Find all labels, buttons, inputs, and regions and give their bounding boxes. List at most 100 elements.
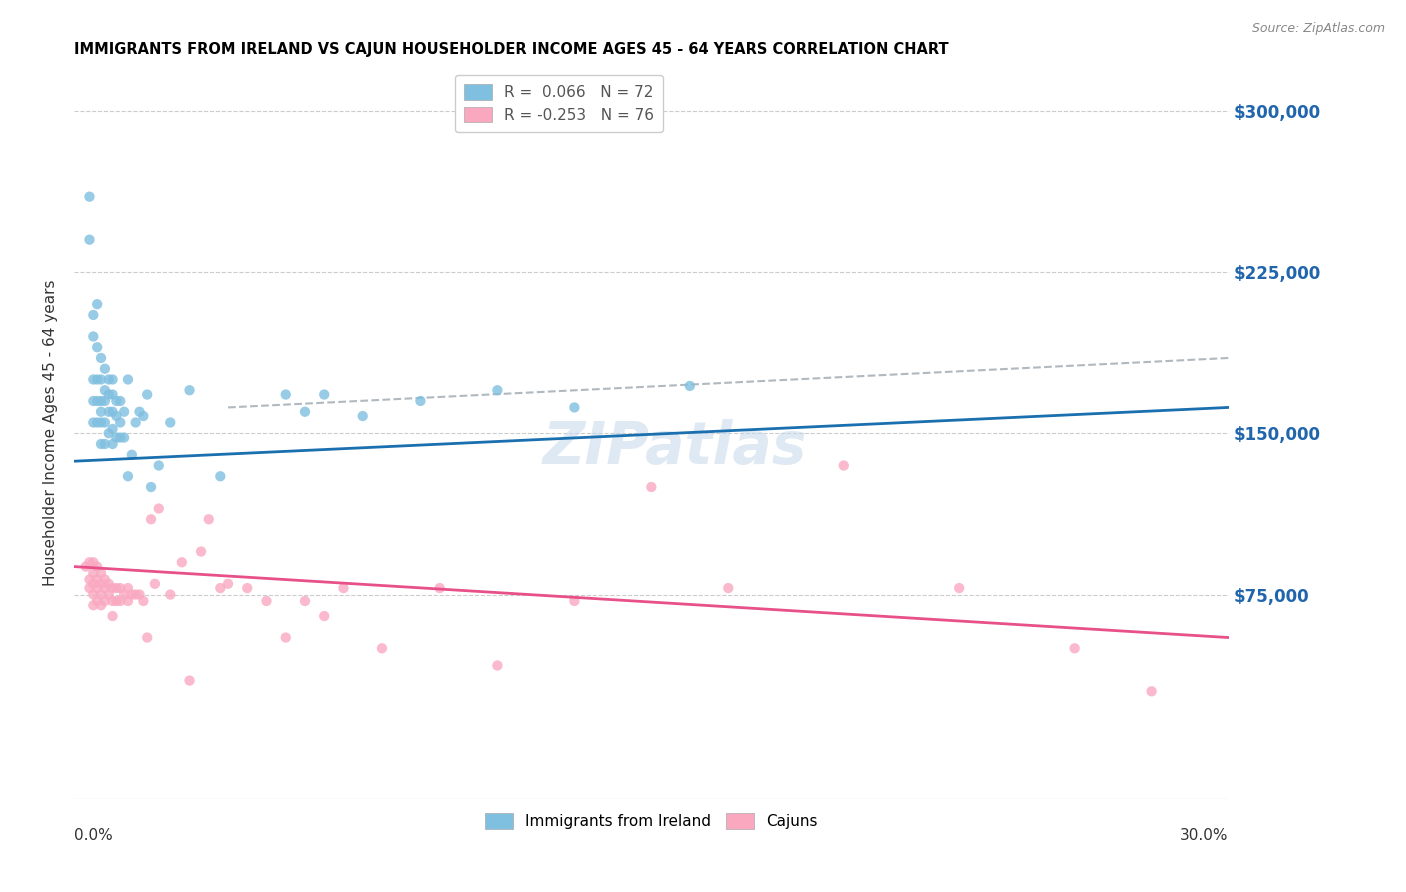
Text: 30.0%: 30.0%	[1180, 828, 1229, 843]
Point	[110, 394, 132, 409]
Point	[82, 416, 104, 430]
Text: ZIPatlas: ZIPatlas	[543, 419, 807, 476]
Point	[82, 555, 104, 569]
Point	[124, 416, 146, 430]
Point	[352, 409, 374, 423]
Point	[170, 555, 193, 569]
Point	[90, 394, 112, 409]
Point	[97, 405, 120, 419]
Point	[75, 559, 97, 574]
Point	[101, 405, 124, 419]
Point	[90, 566, 112, 580]
Point	[105, 394, 128, 409]
Point	[179, 673, 201, 688]
Point	[101, 581, 124, 595]
Point	[105, 594, 128, 608]
Point	[101, 437, 124, 451]
Point	[409, 394, 432, 409]
Point	[190, 544, 212, 558]
Point	[209, 581, 232, 595]
Point	[209, 469, 232, 483]
Point	[82, 329, 104, 343]
Point	[110, 416, 132, 430]
Point	[90, 588, 112, 602]
Point	[97, 576, 120, 591]
Y-axis label: Householder Income Ages 45 - 64 years: Householder Income Ages 45 - 64 years	[44, 280, 58, 587]
Point	[86, 297, 108, 311]
Point	[94, 361, 117, 376]
Point	[79, 189, 101, 203]
Point	[86, 559, 108, 574]
Point	[371, 641, 394, 656]
Point	[90, 416, 112, 430]
Point	[486, 383, 509, 397]
Point	[136, 631, 159, 645]
Point	[97, 387, 120, 401]
Point	[82, 588, 104, 602]
Point	[136, 387, 159, 401]
Point	[1063, 641, 1085, 656]
Point	[564, 401, 586, 415]
Point	[640, 480, 662, 494]
Point	[117, 372, 139, 386]
Point	[112, 431, 135, 445]
Point	[110, 594, 132, 608]
Point	[197, 512, 219, 526]
Point	[86, 372, 108, 386]
Point	[90, 372, 112, 386]
Point	[86, 594, 108, 608]
Point	[112, 588, 135, 602]
Text: 0.0%: 0.0%	[75, 828, 112, 843]
Point	[86, 340, 108, 354]
Point	[679, 379, 702, 393]
Point	[332, 581, 354, 595]
Point	[90, 351, 112, 365]
Point	[217, 576, 239, 591]
Point	[105, 581, 128, 595]
Point	[294, 405, 316, 419]
Point	[101, 387, 124, 401]
Point	[94, 383, 117, 397]
Point	[90, 576, 112, 591]
Point	[82, 566, 104, 580]
Point	[86, 581, 108, 595]
Point	[101, 372, 124, 386]
Point	[117, 469, 139, 483]
Point	[82, 394, 104, 409]
Point	[132, 594, 155, 608]
Text: IMMIGRANTS FROM IRELAND VS CAJUN HOUSEHOLDER INCOME AGES 45 - 64 YEARS CORRELATI: IMMIGRANTS FROM IRELAND VS CAJUN HOUSEHO…	[75, 42, 949, 57]
Point	[148, 501, 170, 516]
Point	[90, 599, 112, 613]
Point	[124, 588, 146, 602]
Point	[117, 594, 139, 608]
Point	[132, 409, 155, 423]
Point	[79, 233, 101, 247]
Point	[486, 658, 509, 673]
Point	[128, 588, 150, 602]
Point	[82, 599, 104, 613]
Point	[90, 405, 112, 419]
Point	[139, 480, 162, 494]
Point	[256, 594, 278, 608]
Point	[94, 437, 117, 451]
Point	[717, 581, 740, 595]
Point	[94, 581, 117, 595]
Point	[86, 394, 108, 409]
Point	[105, 431, 128, 445]
Point	[110, 431, 132, 445]
Point	[117, 581, 139, 595]
Point	[121, 448, 143, 462]
Text: Source: ZipAtlas.com: Source: ZipAtlas.com	[1251, 22, 1385, 36]
Point	[179, 383, 201, 397]
Point	[97, 588, 120, 602]
Point	[105, 409, 128, 423]
Point	[94, 416, 117, 430]
Point	[82, 372, 104, 386]
Point	[274, 631, 297, 645]
Point	[128, 405, 150, 419]
Point	[139, 512, 162, 526]
Point	[90, 437, 112, 451]
Point	[101, 609, 124, 624]
Point	[429, 581, 451, 595]
Point	[94, 594, 117, 608]
